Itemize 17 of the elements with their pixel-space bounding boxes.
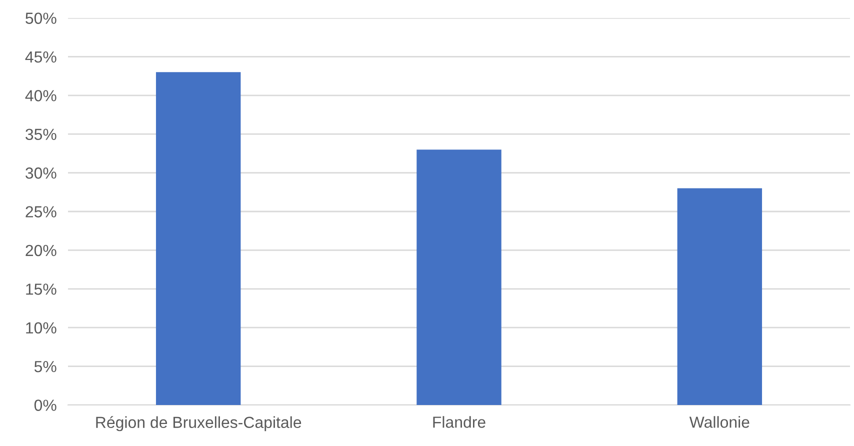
bar [677,188,762,405]
y-tick-label: 15% [26,284,56,295]
y-tick-label: 5% [34,361,56,372]
y-tick-label: 10% [26,322,56,334]
y-tick-label: 40% [25,90,56,102]
y-tick-label: 0% [34,400,56,411]
bar [156,72,241,405]
y-tick-label: 30% [26,167,56,179]
bar [416,150,502,405]
x-tick-label: Région de Bruxelles-Capitale [96,416,302,432]
x-tick-label: Wallonie [689,416,750,428]
y-tick-label: 35% [26,128,56,140]
y-tick-label: 45% [25,51,56,63]
x-tick-label: Flandre [433,416,486,428]
y-tick-label: 20% [26,244,56,256]
y-tick-label: 50% [26,12,56,24]
y-tick-label: 25% [26,206,56,218]
